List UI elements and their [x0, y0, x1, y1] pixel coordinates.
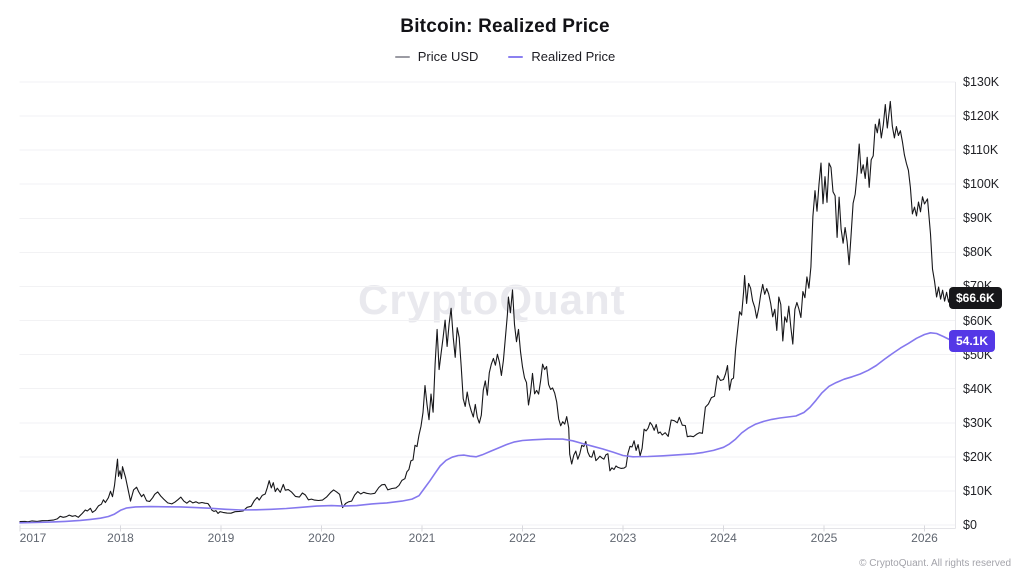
x-axis-label: 2026 [911, 531, 938, 545]
realized-price-end-badge: 54.1K [949, 329, 996, 352]
y-axis-label: $130K [963, 75, 1000, 89]
copyright-footer: © CryptoQuant. All rights reserved [859, 558, 1011, 569]
series-line-realized-price [19, 332, 953, 524]
legend-dash-icon [508, 55, 524, 58]
y-axis-label: $10K [963, 483, 993, 498]
x-axis-label: 2018 [107, 531, 134, 545]
x-axis-label: 2025 [810, 531, 838, 545]
y-axis-label: $80K [963, 245, 993, 260]
y-axis-label: $110K [963, 143, 999, 158]
x-axis-label: 2019 [207, 531, 235, 545]
x-axis-label: 2023 [609, 531, 637, 545]
series-line-price-usd [19, 100, 954, 523]
page-title: Bitcoin: Realized Price [400, 16, 610, 37]
y-axis-label: $20K [963, 449, 993, 464]
y-axis-label: $0 [963, 518, 977, 532]
legend-item-realized-price[interactable]: Realized Price [508, 49, 615, 64]
y-axis-label: $30K [963, 415, 993, 430]
x-axis-label: 2020 [308, 531, 335, 545]
y-axis-label: $90K [963, 211, 993, 226]
y-axis-label: $60K [963, 313, 993, 328]
y-axis-label: $100K [963, 177, 1000, 192]
legend-label: Price USD [417, 49, 479, 64]
x-axis-label: 2021 [408, 531, 436, 545]
watermark: CryptoQuant [358, 276, 626, 323]
x-axis-label: 2017 [19, 531, 47, 545]
x-axis-label: 2022 [509, 531, 536, 545]
y-axis-label: $120K [963, 109, 1000, 124]
legend-dash-icon [394, 55, 410, 58]
y-axis-label: $40K [963, 381, 993, 396]
x-axis-label: 2024 [710, 531, 737, 545]
chart-legend: Price USD Realized Price [0, 49, 1010, 64]
legend-item-price-usd[interactable]: Price USD [394, 49, 479, 64]
price-usd-end-badge: $66.6K [949, 287, 1002, 310]
legend-label: Realized Price [531, 49, 616, 64]
